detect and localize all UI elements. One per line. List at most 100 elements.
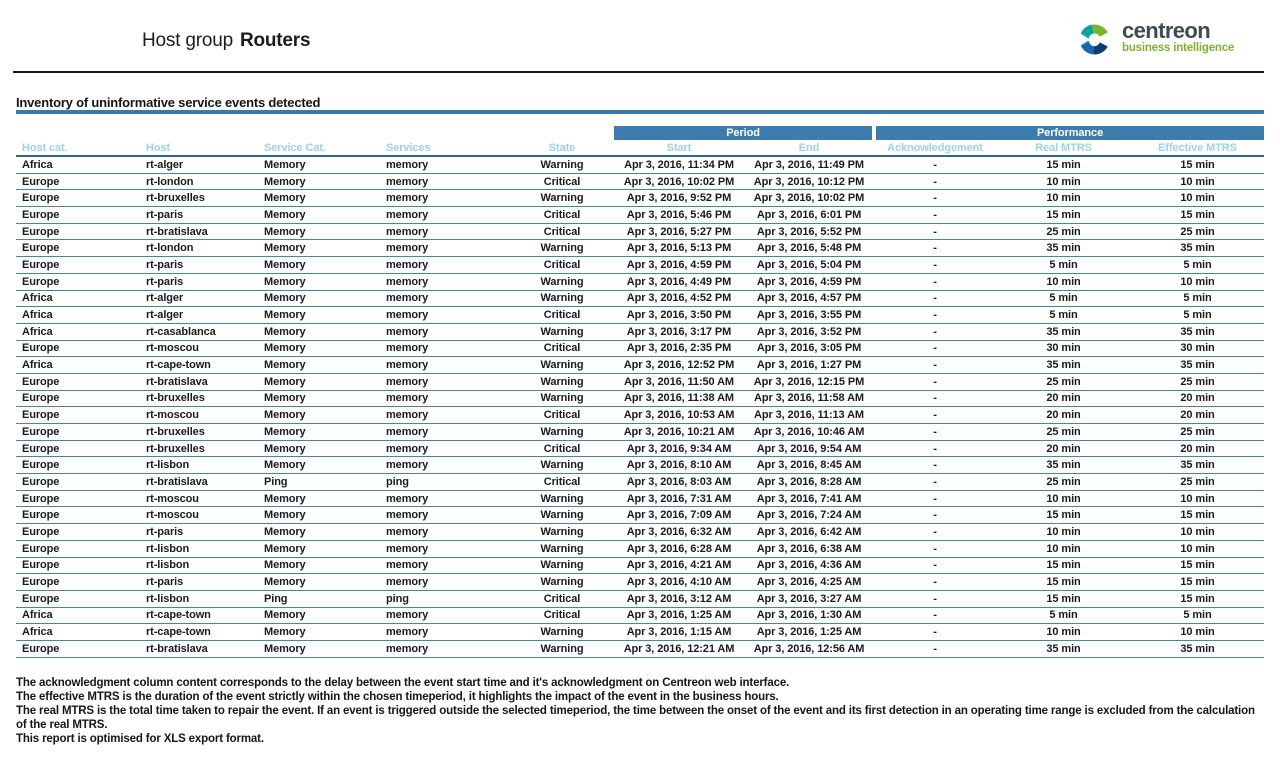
column-header-host-cat: Host cat. [16,140,140,157]
cell-service-cat: Memory [258,373,380,391]
cell-service-cat: Memory [258,156,380,174]
cell-host-cat: Europe [16,206,140,224]
table-row: Europe rt-moscou Memory memory Warning Apr 3,… [16,490,1265,508]
cell-end: Apr 3, 2016, 12:56 AM [744,640,875,658]
cell-state: Critical [510,406,614,424]
group-header-spacer [16,126,614,140]
cell-real-mtrs: 35 min [996,640,1132,658]
cell-end: Apr 3, 2016, 3:27 AM [744,590,875,608]
cell-host: rt-bruxelles [140,189,258,208]
cell-host: rt-london [140,173,258,191]
cell-end: Apr 3, 2016, 3:52 PM [744,323,875,341]
cell-start: Apr 3, 2016, 2:35 PM [614,340,744,358]
cell-start: Apr 3, 2016, 9:34 AM [614,440,744,458]
cell-host: rt-alger [140,290,258,308]
cell-service-cat: Memory [258,557,380,575]
cell-service: memory [380,640,510,658]
page-title-hostgroup: Routers [239,30,311,51]
cell-real-mtrs: 35 min [996,456,1132,475]
cell-service: memory [380,607,510,625]
cell-service: memory [380,356,510,374]
cell-service-cat: Memory [258,423,380,441]
cell-host: rt-paris [140,573,258,591]
cell-state: Warning [510,456,614,475]
cell-end: Apr 3, 2016, 3:05 PM [744,340,875,358]
cell-effective-mtrs: 5 min [1131,306,1265,324]
cell-service: memory [380,340,510,358]
cell-service: ping [380,473,510,491]
cell-ack: - [874,206,997,224]
cell-start: Apr 3, 2016, 10:02 PM [614,173,744,191]
table-row: Europe rt-moscou Memory memory Warning Apr 3,… [16,506,1265,525]
cell-host: rt-lisbon [140,456,258,475]
cell-ack: - [874,340,997,358]
footer-note-acknowledgment: The acknowledgment column content corres… [16,677,790,689]
table-row: Europe rt-lisbon Memory memory Warning Apr 3,… [16,540,1265,558]
section-title: Inventory of uninformative service event… [16,95,321,110]
cell-service: memory [380,540,510,558]
cell-effective-mtrs: 20 min [1131,440,1265,458]
cell-real-mtrs: 25 min [996,223,1132,241]
cell-end: Apr 3, 2016, 5:52 PM [744,223,875,241]
cell-host: rt-moscou [140,506,258,525]
cell-host-cat: Europe [16,540,140,558]
cell-real-mtrs: 15 min [996,506,1132,525]
group-header-row: Period Performance [16,126,1265,140]
cell-effective-mtrs: 35 min [1131,323,1265,341]
cell-real-mtrs: 35 min [996,323,1132,341]
cell-ack: - [874,356,997,374]
cell-ack: - [874,256,997,274]
cell-start: Apr 3, 2016, 7:31 AM [614,490,744,508]
cell-start: Apr 3, 2016, 9:52 PM [614,189,744,208]
cell-ack: - [874,540,997,558]
cell-host: rt-lisbon [140,557,258,575]
footer-note-real-mtrs: The real MTRS is the total time taken to… [16,705,1255,731]
cell-ack: - [874,590,997,608]
cell-start: Apr 3, 2016, 10:53 AM [614,406,744,424]
cell-real-mtrs: 35 min [996,356,1132,374]
cell-effective-mtrs: 15 min [1131,590,1265,608]
cell-real-mtrs: 5 min [996,607,1132,625]
cell-effective-mtrs: 25 min [1131,473,1265,491]
cell-service-cat: Memory [258,490,380,508]
section-title-underline [16,110,1264,114]
cell-start: Apr 3, 2016, 4:21 AM [614,557,744,575]
cell-host-cat: Europe [16,557,140,575]
cell-real-mtrs: 25 min [996,473,1132,491]
table-row: Europe rt-bruxelles Memory memory Warning Apr… [16,423,1265,441]
table-row: Europe rt-lisbon Ping ping Critical Apr 3, 20… [16,590,1265,608]
column-header-row: Host cat. Host Service Cat. Services Sta… [16,140,1265,157]
cell-service: memory [380,440,510,458]
table-row: Europe rt-moscou Memory memory Critical Apr 3… [16,340,1265,358]
cell-service: memory [380,173,510,191]
cell-state: Warning [510,573,614,591]
cell-start: Apr 3, 2016, 11:50 AM [614,373,744,391]
cell-service-cat: Memory [258,523,380,541]
cell-end: Apr 3, 2016, 6:38 AM [744,540,875,558]
table-row: Africa rt-alger Memory memory Warning Apr 3, … [16,290,1265,308]
cell-host-cat: Europe [16,173,140,191]
cell-host: rt-moscou [140,406,258,424]
cell-end: Apr 3, 2016, 7:41 AM [744,490,875,508]
cell-service-cat: Memory [258,206,380,224]
cell-host: rt-cape-town [140,356,258,374]
cell-host-cat: Africa [16,306,140,324]
cell-ack: - [874,406,997,424]
footer-note-effective-mtrs: The effective MTRS is the duration of th… [16,691,779,703]
cell-state: Warning [510,523,614,541]
cell-host-cat: Europe [16,573,140,591]
cell-state: Critical [510,306,614,324]
cell-state: Warning [510,490,614,508]
cell-start: Apr 3, 2016, 4:59 PM [614,256,744,274]
cell-state: Warning [510,323,614,341]
table-row: Africa rt-alger Memory memory Warning Apr 3, … [16,156,1265,174]
cell-start: Apr 3, 2016, 12:21 AM [614,640,744,658]
cell-host: rt-cape-town [140,623,258,641]
table-row: Europe rt-bratislava Memory memory Critical A… [16,223,1265,241]
cell-host: rt-london [140,239,258,258]
cell-real-mtrs: 10 min [996,540,1132,558]
cell-host-cat: Europe [16,340,140,358]
column-header-real-mtrs: Real MTRS [996,140,1132,157]
cell-effective-mtrs: 35 min [1131,640,1265,658]
cell-effective-mtrs: 30 min [1131,340,1265,358]
